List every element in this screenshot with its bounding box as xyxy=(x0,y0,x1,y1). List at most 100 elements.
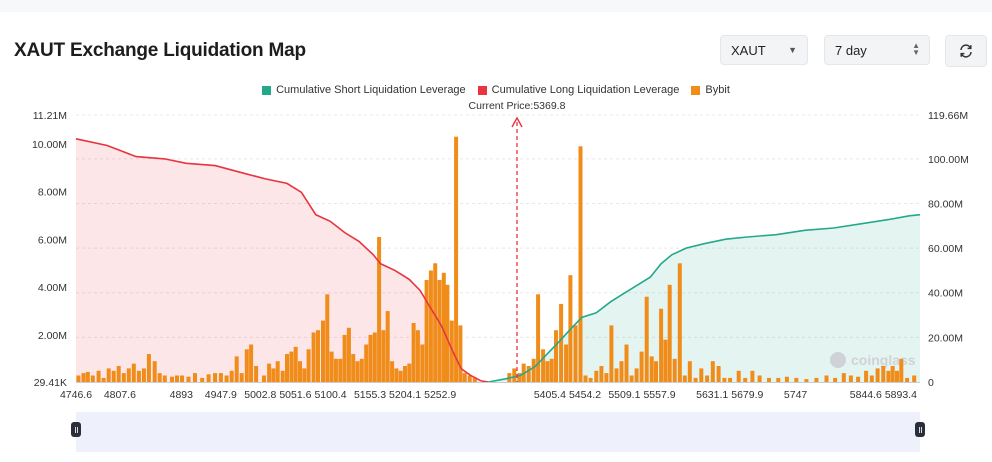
bybit-bar xyxy=(890,366,895,382)
bybit-bar xyxy=(234,356,239,382)
bybit-bar xyxy=(869,375,874,382)
bybit-bar xyxy=(454,136,459,382)
bybit-bar xyxy=(699,368,704,382)
y-left-tick-label: 2.00M xyxy=(38,330,67,342)
x-tick-label: 5002.8 xyxy=(244,389,276,401)
bybit-bar xyxy=(824,375,829,382)
legend-item-short[interactable]: Cumulative Short Liquidation Leverage xyxy=(262,84,466,96)
bybit-bar xyxy=(351,354,356,382)
bybit-bar xyxy=(239,373,244,382)
bybit-bar xyxy=(594,370,599,382)
x-tick-label: 4947.9 xyxy=(205,389,237,401)
bybit-bar xyxy=(445,284,450,382)
bybit-bar xyxy=(614,368,619,382)
bybit-bar xyxy=(152,361,157,382)
bybit-bar xyxy=(81,373,86,382)
bybit-bar xyxy=(624,344,629,382)
legend-item-long[interactable]: Cumulative Long Liquidation Leverage xyxy=(477,84,680,96)
bybit-bar xyxy=(687,361,692,382)
bybit-bar xyxy=(462,373,467,382)
bybit-bar xyxy=(106,368,111,382)
bybit-bar xyxy=(403,366,407,382)
bybit-bar xyxy=(200,377,205,382)
bybit-bar xyxy=(677,263,682,382)
legend-item-bybit[interactable]: Bybit xyxy=(691,84,730,96)
top-band xyxy=(0,0,992,12)
short-cumulative-line xyxy=(488,213,921,383)
bybit-bar xyxy=(619,361,624,382)
bybit-bar xyxy=(267,363,272,382)
bybit-bar xyxy=(604,373,609,382)
bybit-bar xyxy=(346,327,351,382)
range-slider[interactable] xyxy=(71,412,925,452)
bybit-bar xyxy=(306,349,311,382)
bybit-bar xyxy=(302,368,307,382)
y-left-tick-label: 6.00M xyxy=(38,234,67,246)
chart-legend: Cumulative Short Liquidation Leverage Cu… xyxy=(0,84,992,96)
bybit-bar xyxy=(549,358,554,382)
bybit-bar xyxy=(841,373,846,382)
bybit-bar xyxy=(634,368,639,382)
x-tick-label: 5893.4 xyxy=(885,389,917,401)
bybit-bar xyxy=(428,270,433,382)
current-price-label: Current Price:5369.8 xyxy=(469,100,566,112)
x-tick-label: 5204.1 xyxy=(389,389,421,401)
bybit-bar xyxy=(96,370,101,382)
x-tick-label: 4893 xyxy=(170,389,194,401)
bybit-bar xyxy=(875,368,880,382)
bybit-bar xyxy=(398,370,403,382)
bybit-bar xyxy=(886,370,891,382)
bybit-bar xyxy=(141,368,146,382)
x-tick-label: 5252.9 xyxy=(424,389,456,401)
range-slider-right-handle[interactable] xyxy=(915,422,925,437)
bybit-bar xyxy=(126,368,131,382)
bybit-bar xyxy=(170,376,174,382)
bybit-bar xyxy=(526,366,531,382)
bybit-bar xyxy=(573,325,578,382)
bybit-bar xyxy=(407,363,412,382)
bybit-bar xyxy=(912,375,917,382)
y-left-tick-label: 10.00M xyxy=(32,139,67,151)
legend-swatch-bybit xyxy=(691,85,701,95)
bybit-bar xyxy=(289,351,294,382)
legend-swatch-long xyxy=(477,85,487,95)
short-cumulative-area xyxy=(488,214,920,382)
x-tick-label: 5405.4 xyxy=(534,389,566,401)
bybit-bar xyxy=(218,373,223,382)
bybit-bar xyxy=(559,303,564,382)
bybit-bar xyxy=(517,373,522,382)
bybit-bar xyxy=(728,377,733,382)
bybit-bar xyxy=(716,366,721,382)
bybit-bar xyxy=(441,272,446,382)
bybit-bar xyxy=(644,296,649,382)
legend-label-short: Cumulative Short Liquidation Leverage xyxy=(276,84,466,96)
current-price-arrow xyxy=(511,116,523,128)
bybit-bar xyxy=(359,358,364,382)
bybit-bar xyxy=(433,263,438,382)
bybit-bar xyxy=(131,363,136,382)
bybit-bar xyxy=(458,325,463,382)
y-right-tick-label: 40.00M xyxy=(928,288,963,300)
bybit-bar xyxy=(554,330,558,382)
bybit-bar xyxy=(121,373,126,382)
bybit-bar xyxy=(639,351,644,382)
coin-select[interactable]: XAUT ▼ xyxy=(720,35,808,65)
bybit-bar xyxy=(672,358,677,382)
bybit-bar xyxy=(280,370,285,382)
refresh-button[interactable] xyxy=(945,35,987,67)
coin-select-value: XAUT xyxy=(731,42,766,58)
bybit-bar xyxy=(111,370,116,382)
bybit-bar xyxy=(881,366,886,382)
bybit-bar xyxy=(578,146,583,382)
x-tick-label: 4807.6 xyxy=(104,389,136,401)
range-slider-left-handle[interactable] xyxy=(71,422,81,437)
bybit-bar xyxy=(394,368,399,382)
bybit-bar xyxy=(767,377,771,382)
bybit-bar xyxy=(420,344,425,382)
bybit-bar xyxy=(541,349,546,382)
bybit-bar xyxy=(316,330,320,382)
legend-label-long: Cumulative Long Liquidation Leverage xyxy=(491,84,680,96)
bybit-bar xyxy=(381,330,386,382)
long-cumulative-line xyxy=(75,138,489,383)
time-range-select[interactable]: 7 day ▲ ▼ xyxy=(824,35,930,65)
